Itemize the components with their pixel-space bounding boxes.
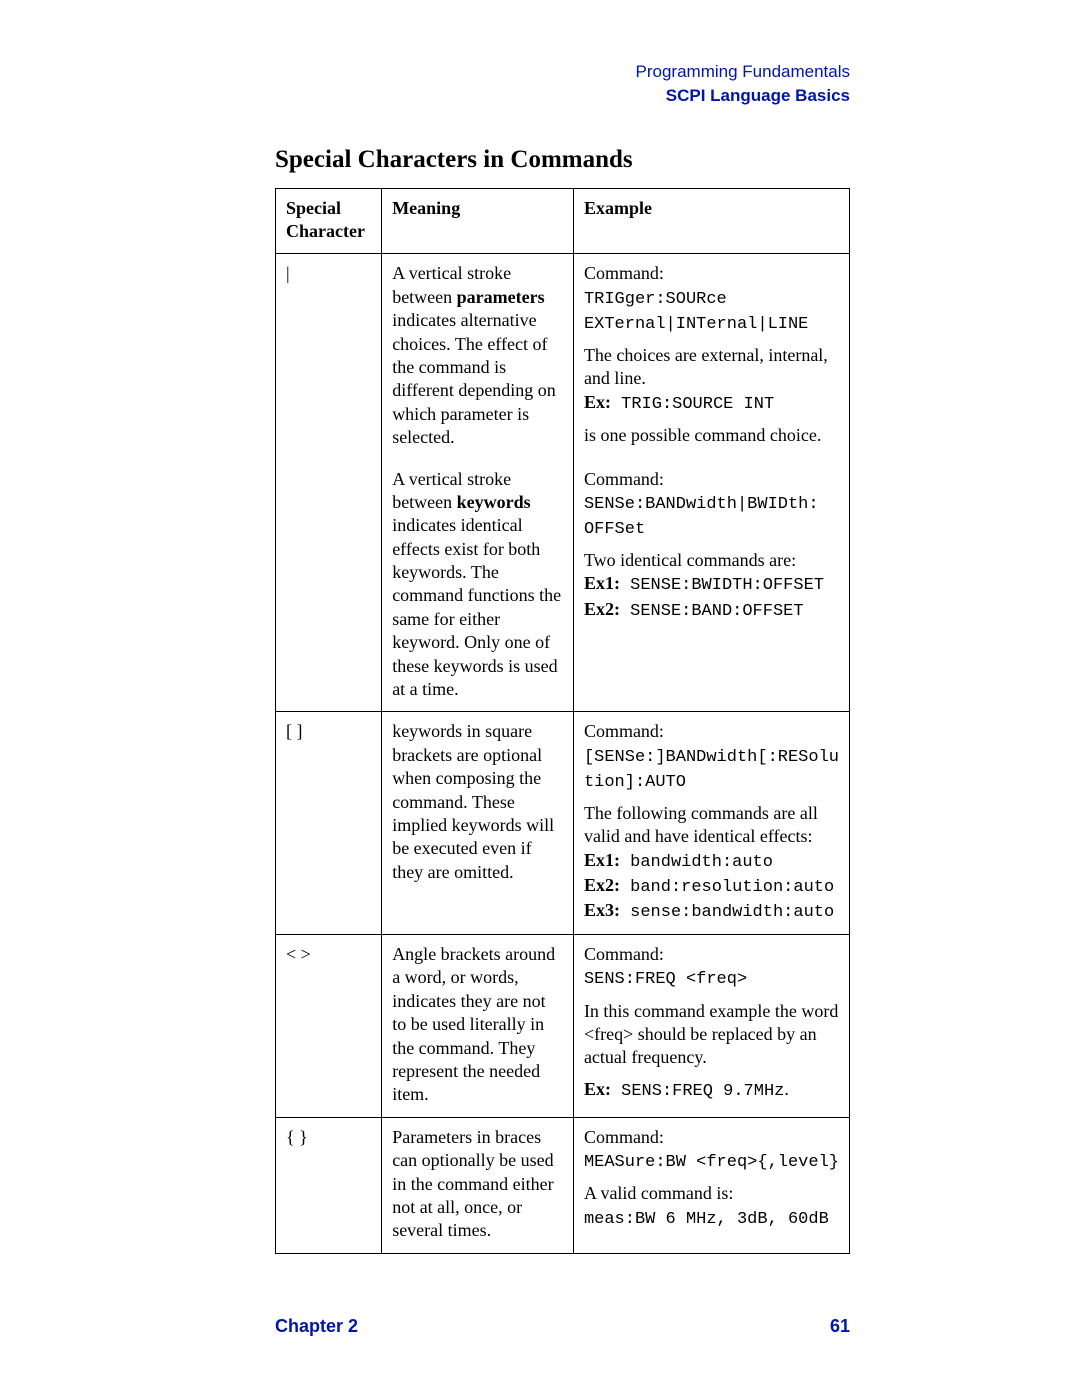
label: Command: — [584, 721, 664, 741]
header-section: SCPI Language Basics — [275, 84, 850, 108]
table-row: | A vertical stroke between parameters i… — [276, 254, 850, 460]
code: SENSE:BWIDTH:OFFSET — [620, 576, 824, 595]
header-chapter: Programming Fundamentals — [275, 60, 850, 84]
cell-example: Command: SENSe:BANDwidth|BWIDth: OFFSet … — [573, 460, 849, 712]
example-block: Command: [SENSe:]BANDwidth[:RESolu tion]… — [584, 720, 839, 794]
col-header-special-character: Special Character — [276, 188, 382, 254]
cell-example: Command: TRIGger:SOURce EXTernal|INTerna… — [573, 254, 849, 460]
text: . — [784, 1079, 789, 1099]
table-row: { } Parameters in braces can optionally … — [276, 1117, 850, 1253]
text: The following commands are all valid and… — [584, 803, 818, 846]
example-ex: Ex: SENS:FREQ 9.7MHz. — [584, 1078, 839, 1103]
code: SENS:FREQ <freq> — [584, 970, 747, 989]
cell-example: Command: [SENSe:]BANDwidth[:RESolu tion]… — [573, 712, 849, 935]
example-block: Command: MEASure:BW <freq>{,level} — [584, 1126, 839, 1174]
code: [SENSe:]BANDwidth[:RESolu — [584, 748, 839, 767]
text-bold: parameters — [457, 287, 545, 307]
special-characters-table: Special Character Meaning Example | A ve… — [275, 188, 850, 1254]
text: A valid command is: — [584, 1183, 733, 1203]
example-note: The following commands are all valid and… — [584, 802, 839, 924]
footer-chapter: Chapter 2 — [275, 1316, 358, 1337]
code: band:resolution:auto — [620, 878, 834, 897]
cell-char: < > — [276, 935, 382, 1118]
label: Command: — [584, 263, 664, 283]
section-title: Special Characters in Commands — [275, 146, 850, 174]
example-note: In this command example the word <freq> … — [584, 1000, 839, 1070]
code: TRIGger:SOURce — [584, 290, 727, 309]
code: sense:bandwidth:auto — [620, 903, 834, 922]
code: SENS:FREQ 9.7MHz — [611, 1082, 784, 1101]
cell-char: { } — [276, 1117, 382, 1253]
label: Ex2: — [584, 875, 620, 895]
cell-example: Command: SENS:FREQ <freq> In this comman… — [573, 935, 849, 1118]
table-row: A vertical stroke between keywords indic… — [276, 460, 850, 712]
example-note: is one possible command choice. — [584, 424, 839, 447]
label: Ex: — [584, 392, 611, 412]
table-row: [ ] keywords in square brackets are opti… — [276, 712, 850, 935]
text-bold: keywords — [457, 492, 531, 512]
cell-meaning: keywords in square brackets are optional… — [382, 712, 574, 935]
text: indicates identical effects exist for bo… — [392, 515, 561, 699]
label: Command: — [584, 1127, 664, 1147]
example-block: Command: TRIGger:SOURce EXTernal|INTerna… — [584, 262, 839, 336]
page: Programming Fundamentals SCPI Language B… — [0, 0, 1080, 1397]
text: indicates alternative choices. The effec… — [392, 310, 556, 447]
code: meas:BW 6 MHz, 3dB, 60dB — [584, 1210, 829, 1229]
code: SENSe:BANDwidth|BWIDth: — [584, 495, 819, 514]
table-header-row: Special Character Meaning Example — [276, 188, 850, 254]
cell-meaning: Parameters in braces can optionally be u… — [382, 1117, 574, 1253]
footer-page-number: 61 — [830, 1316, 850, 1337]
text: The choices are external, internal, and … — [584, 345, 828, 388]
label: Ex2: — [584, 599, 620, 619]
cell-char: | — [276, 254, 382, 460]
col-header-example: Example — [573, 188, 849, 254]
label: Command: — [584, 944, 664, 964]
example-note: The choices are external, internal, and … — [584, 344, 839, 416]
example-block: Command: SENS:FREQ <freq> — [584, 943, 839, 991]
cell-meaning: A vertical stroke between parameters ind… — [382, 254, 574, 460]
label: Ex: — [584, 1079, 611, 1099]
cell-char — [276, 460, 382, 712]
text: Two identical commands are: — [584, 550, 796, 570]
label: Command: — [584, 469, 664, 489]
code: EXTernal|INTernal|LINE — [584, 315, 808, 334]
label: Ex1: — [584, 573, 620, 593]
code: TRIG:SOURCE INT — [611, 395, 774, 414]
cell-example: Command: MEASure:BW <freq>{,level} A val… — [573, 1117, 849, 1253]
code: tion]:AUTO — [584, 773, 686, 792]
example-note: A valid command is: meas:BW 6 MHz, 3dB, … — [584, 1182, 839, 1230]
label: Ex1: — [584, 850, 620, 870]
code: OFFSet — [584, 520, 645, 539]
code: MEASure:BW <freq>{,level} — [584, 1153, 839, 1172]
col-header-meaning: Meaning — [382, 188, 574, 254]
code: bandwidth:auto — [620, 853, 773, 872]
page-footer: Chapter 2 61 — [275, 1316, 850, 1337]
table-row: < > Angle brackets around a word, or wor… — [276, 935, 850, 1118]
example-block: Command: SENSe:BANDwidth|BWIDth: OFFSet — [584, 468, 839, 542]
cell-meaning: A vertical stroke between keywords indic… — [382, 460, 574, 712]
cell-char: [ ] — [276, 712, 382, 935]
page-header: Programming Fundamentals SCPI Language B… — [275, 60, 850, 108]
example-note: Two identical commands are: Ex1: SENSE:B… — [584, 549, 839, 623]
code: SENSE:BAND:OFFSET — [620, 602, 804, 621]
label: Ex3: — [584, 900, 620, 920]
cell-meaning: Angle brackets around a word, or words, … — [382, 935, 574, 1118]
